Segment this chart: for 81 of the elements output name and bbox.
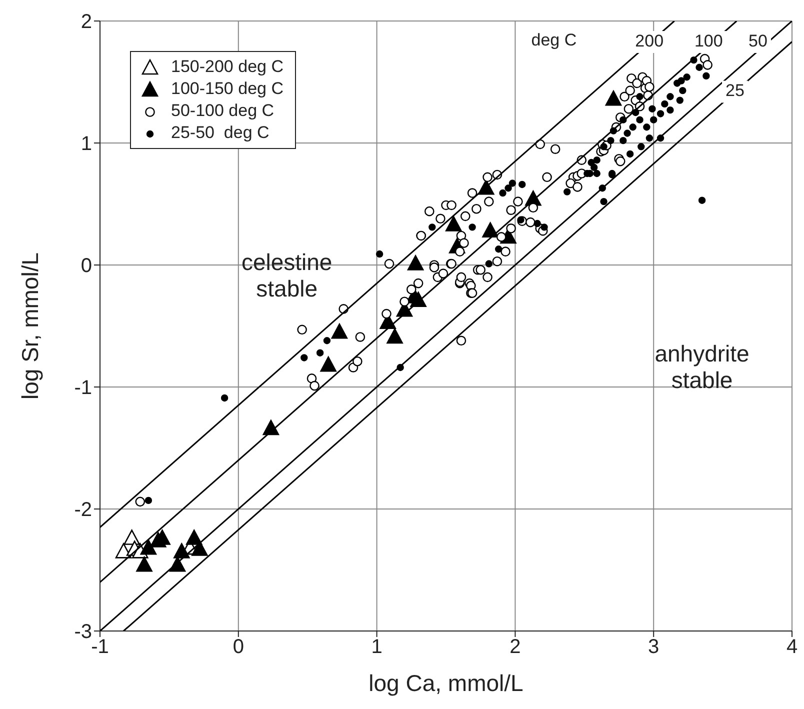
legend-label: 50-100 deg C (171, 100, 274, 122)
series-label: 200 (635, 31, 664, 50)
point (678, 77, 685, 84)
point (600, 143, 608, 150)
point (679, 86, 686, 94)
series-label: 100 (694, 31, 723, 50)
point (656, 110, 664, 118)
y-tick-label: 0 (80, 255, 92, 278)
point (331, 323, 348, 339)
point (534, 220, 541, 228)
point (140, 539, 157, 555)
point (593, 156, 600, 164)
point (650, 116, 658, 124)
point (648, 105, 656, 112)
point (696, 64, 703, 71)
point (607, 136, 614, 144)
point (564, 188, 571, 196)
y-tick-label: 2 (80, 11, 92, 34)
point (593, 170, 600, 178)
point (636, 93, 644, 100)
annotation: celestine stable (241, 249, 332, 302)
point (499, 189, 506, 197)
point (661, 100, 668, 108)
point (646, 134, 654, 142)
annotation: deg C (531, 31, 577, 50)
point (482, 222, 498, 238)
point (300, 354, 308, 362)
point (698, 196, 706, 204)
point (590, 164, 598, 171)
point (468, 224, 476, 231)
x-tick-label: 2 (510, 636, 521, 658)
point (220, 394, 228, 402)
y-tick-label: -2 (74, 499, 92, 522)
point (320, 356, 337, 372)
point (485, 260, 493, 268)
point (643, 124, 650, 131)
legend-label: 100-150 deg C (171, 78, 284, 100)
point (636, 116, 644, 124)
x-tick-label: 0 (232, 636, 244, 658)
point (494, 246, 502, 253)
point (504, 184, 512, 192)
point (376, 250, 384, 258)
point (666, 106, 674, 114)
x-axis-title: log Ca, mmol/L (368, 670, 524, 696)
point (323, 337, 331, 344)
point (174, 543, 190, 558)
legend-label: 25-50 deg C (171, 122, 270, 144)
point (517, 216, 524, 224)
point (605, 90, 622, 106)
x-tick-label: 4 (786, 636, 798, 658)
y-tick-label: -3 (74, 621, 92, 644)
series-label: 25 (726, 81, 744, 100)
point (445, 216, 462, 232)
point (518, 180, 526, 188)
point (136, 556, 152, 572)
x-tick-label: 1 (371, 636, 382, 658)
y-tick-label: -1 (74, 377, 92, 400)
point (316, 349, 324, 356)
point (428, 224, 436, 231)
point (626, 150, 634, 158)
point (683, 74, 690, 81)
series-label: 50 (748, 31, 768, 50)
point (386, 328, 403, 344)
legend-label: 150-200 deg C (171, 56, 284, 78)
point (407, 255, 424, 270)
point (508, 180, 516, 187)
annotation: anhydrite stable (654, 340, 750, 394)
y-axis-title: log Sr, mmol/L (17, 252, 44, 400)
point (629, 124, 636, 131)
point (624, 130, 631, 137)
point (676, 96, 684, 104)
point (620, 136, 627, 144)
x-tick-label: 3 (648, 636, 660, 658)
point (186, 530, 202, 545)
point (144, 496, 152, 504)
point (666, 93, 674, 100)
point (638, 143, 645, 150)
point (702, 72, 710, 80)
point (540, 224, 548, 231)
y-tick-label: 1 (80, 133, 92, 156)
point (600, 198, 608, 206)
